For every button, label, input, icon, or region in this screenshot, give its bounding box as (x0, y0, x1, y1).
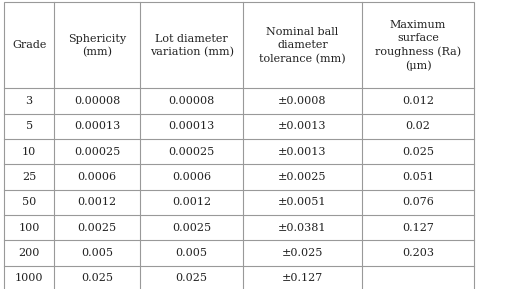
Text: 0.203: 0.203 (402, 248, 434, 258)
Text: 100: 100 (18, 223, 40, 233)
Text: Sphericity
(mm): Sphericity (mm) (68, 34, 126, 57)
Text: 0.00025: 0.00025 (169, 147, 215, 157)
Text: 0.005: 0.005 (81, 248, 113, 258)
Text: 0.02: 0.02 (406, 121, 430, 131)
Text: 10: 10 (22, 147, 36, 157)
Text: 0.012: 0.012 (402, 96, 434, 106)
Text: 0.00013: 0.00013 (169, 121, 215, 131)
Text: ±0.0013: ±0.0013 (278, 121, 327, 131)
Text: Lot diameter
variation (mm): Lot diameter variation (mm) (150, 34, 234, 57)
Text: 0.0025: 0.0025 (172, 223, 211, 233)
Text: Nominal ball
diameter
tolerance (mm): Nominal ball diameter tolerance (mm) (259, 27, 346, 64)
Text: ±0.127: ±0.127 (282, 273, 323, 283)
Text: 0.00008: 0.00008 (74, 96, 120, 106)
Text: ±0.0008: ±0.0008 (278, 96, 327, 106)
Text: 5: 5 (26, 121, 33, 131)
Text: 0.025: 0.025 (402, 147, 434, 157)
Text: 0.0006: 0.0006 (172, 172, 211, 182)
Text: 0.127: 0.127 (402, 223, 434, 233)
Text: ±0.025: ±0.025 (282, 248, 323, 258)
Text: 0.005: 0.005 (176, 248, 207, 258)
Text: 0.025: 0.025 (81, 273, 113, 283)
Text: 50: 50 (22, 197, 36, 208)
Text: 0.076: 0.076 (402, 197, 434, 208)
Text: 0.0006: 0.0006 (78, 172, 117, 182)
Text: 0.0025: 0.0025 (78, 223, 117, 233)
Text: 0.00008: 0.00008 (169, 96, 215, 106)
Text: Grade: Grade (12, 40, 47, 50)
Text: 0.0012: 0.0012 (78, 197, 117, 208)
Text: 3: 3 (26, 96, 33, 106)
Text: 0.025: 0.025 (176, 273, 207, 283)
Text: 200: 200 (18, 248, 40, 258)
Text: ±0.0381: ±0.0381 (278, 223, 327, 233)
Text: 0.051: 0.051 (402, 172, 434, 182)
Text: 25: 25 (22, 172, 36, 182)
Text: Maximum
surface
roughness (Ra)
(μm): Maximum surface roughness (Ra) (μm) (375, 20, 461, 71)
Text: ±0.0013: ±0.0013 (278, 147, 327, 157)
Text: 0.00025: 0.00025 (74, 147, 120, 157)
Text: 1000: 1000 (15, 273, 43, 283)
Text: ±0.0051: ±0.0051 (278, 197, 327, 208)
Text: ±0.0025: ±0.0025 (278, 172, 327, 182)
Text: 0.00013: 0.00013 (74, 121, 120, 131)
Text: 0.0012: 0.0012 (172, 197, 211, 208)
